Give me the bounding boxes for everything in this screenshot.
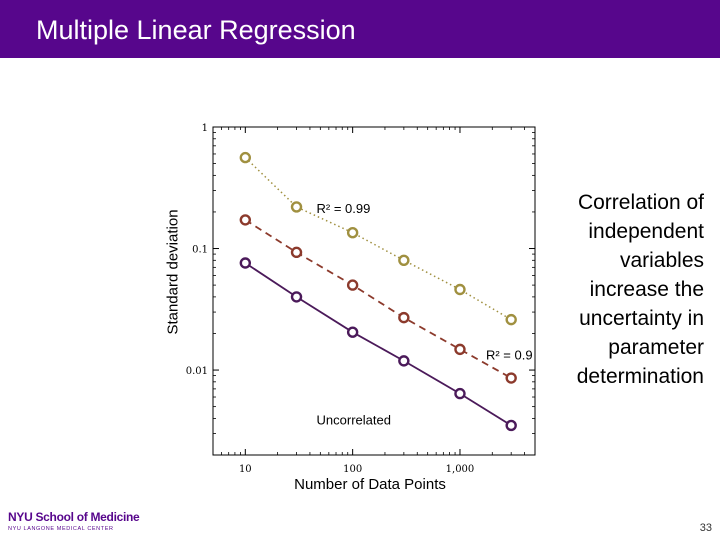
data-point-series-2 — [346, 279, 359, 291]
chart-annotation: Uncorrelated — [317, 413, 391, 428]
data-point-series-1 — [505, 313, 517, 326]
x-tick-label: 100 — [343, 464, 362, 475]
data-point-series-2 — [290, 246, 303, 259]
data-point-series-3 — [454, 387, 466, 400]
series-line-1 — [244, 157, 512, 321]
chart-annotation: R² = 0.99 — [317, 201, 371, 216]
plot-frame — [212, 126, 536, 456]
title-bar: Multiple Linear Regression — [0, 0, 720, 58]
x-tick-label: 10 — [239, 464, 252, 475]
x-axis-label: Number of Data Points — [294, 476, 446, 493]
data-point-series-3 — [290, 291, 303, 303]
y-tick-label: 0.1 — [192, 245, 208, 256]
nyu-logo: NYU School of Medicine NYU LANGONE MEDIC… — [4, 507, 140, 537]
data-point-series-3 — [239, 257, 252, 269]
y-axis-label: Standard deviation — [164, 209, 182, 335]
data-point-series-3 — [398, 355, 410, 367]
y-tick-label: 0.01 — [186, 366, 208, 377]
series-line-2 — [244, 219, 512, 379]
data-point-series-3 — [346, 326, 359, 338]
data-point-series-2 — [454, 343, 466, 356]
y-tick-label: 1 — [202, 123, 208, 134]
data-point-series-2 — [239, 214, 252, 226]
data-point-series-1 — [290, 201, 303, 213]
logo-subtext: NYU LANGONE MEDICAL CENTER — [8, 526, 114, 532]
data-point-series-2 — [505, 372, 517, 384]
data-point-series-1 — [454, 283, 466, 296]
data-point-series-2 — [398, 311, 410, 324]
x-tick-label: 1,000 — [446, 464, 475, 475]
data-point-series-1 — [239, 151, 252, 164]
data-point-series-1 — [346, 226, 359, 239]
data-point-series-1 — [398, 254, 410, 267]
data-point-series-3 — [505, 419, 517, 432]
logo-text: NYU School of Medicine — [8, 510, 140, 524]
slide-title: Multiple Linear Regression — [36, 15, 356, 45]
series-line-3 — [244, 262, 512, 427]
page-number: 33 — [699, 522, 712, 534]
side-note: Correlation of independent variables inc… — [576, 191, 704, 388]
chart-annotation: R² = 0.9 — [486, 347, 533, 362]
